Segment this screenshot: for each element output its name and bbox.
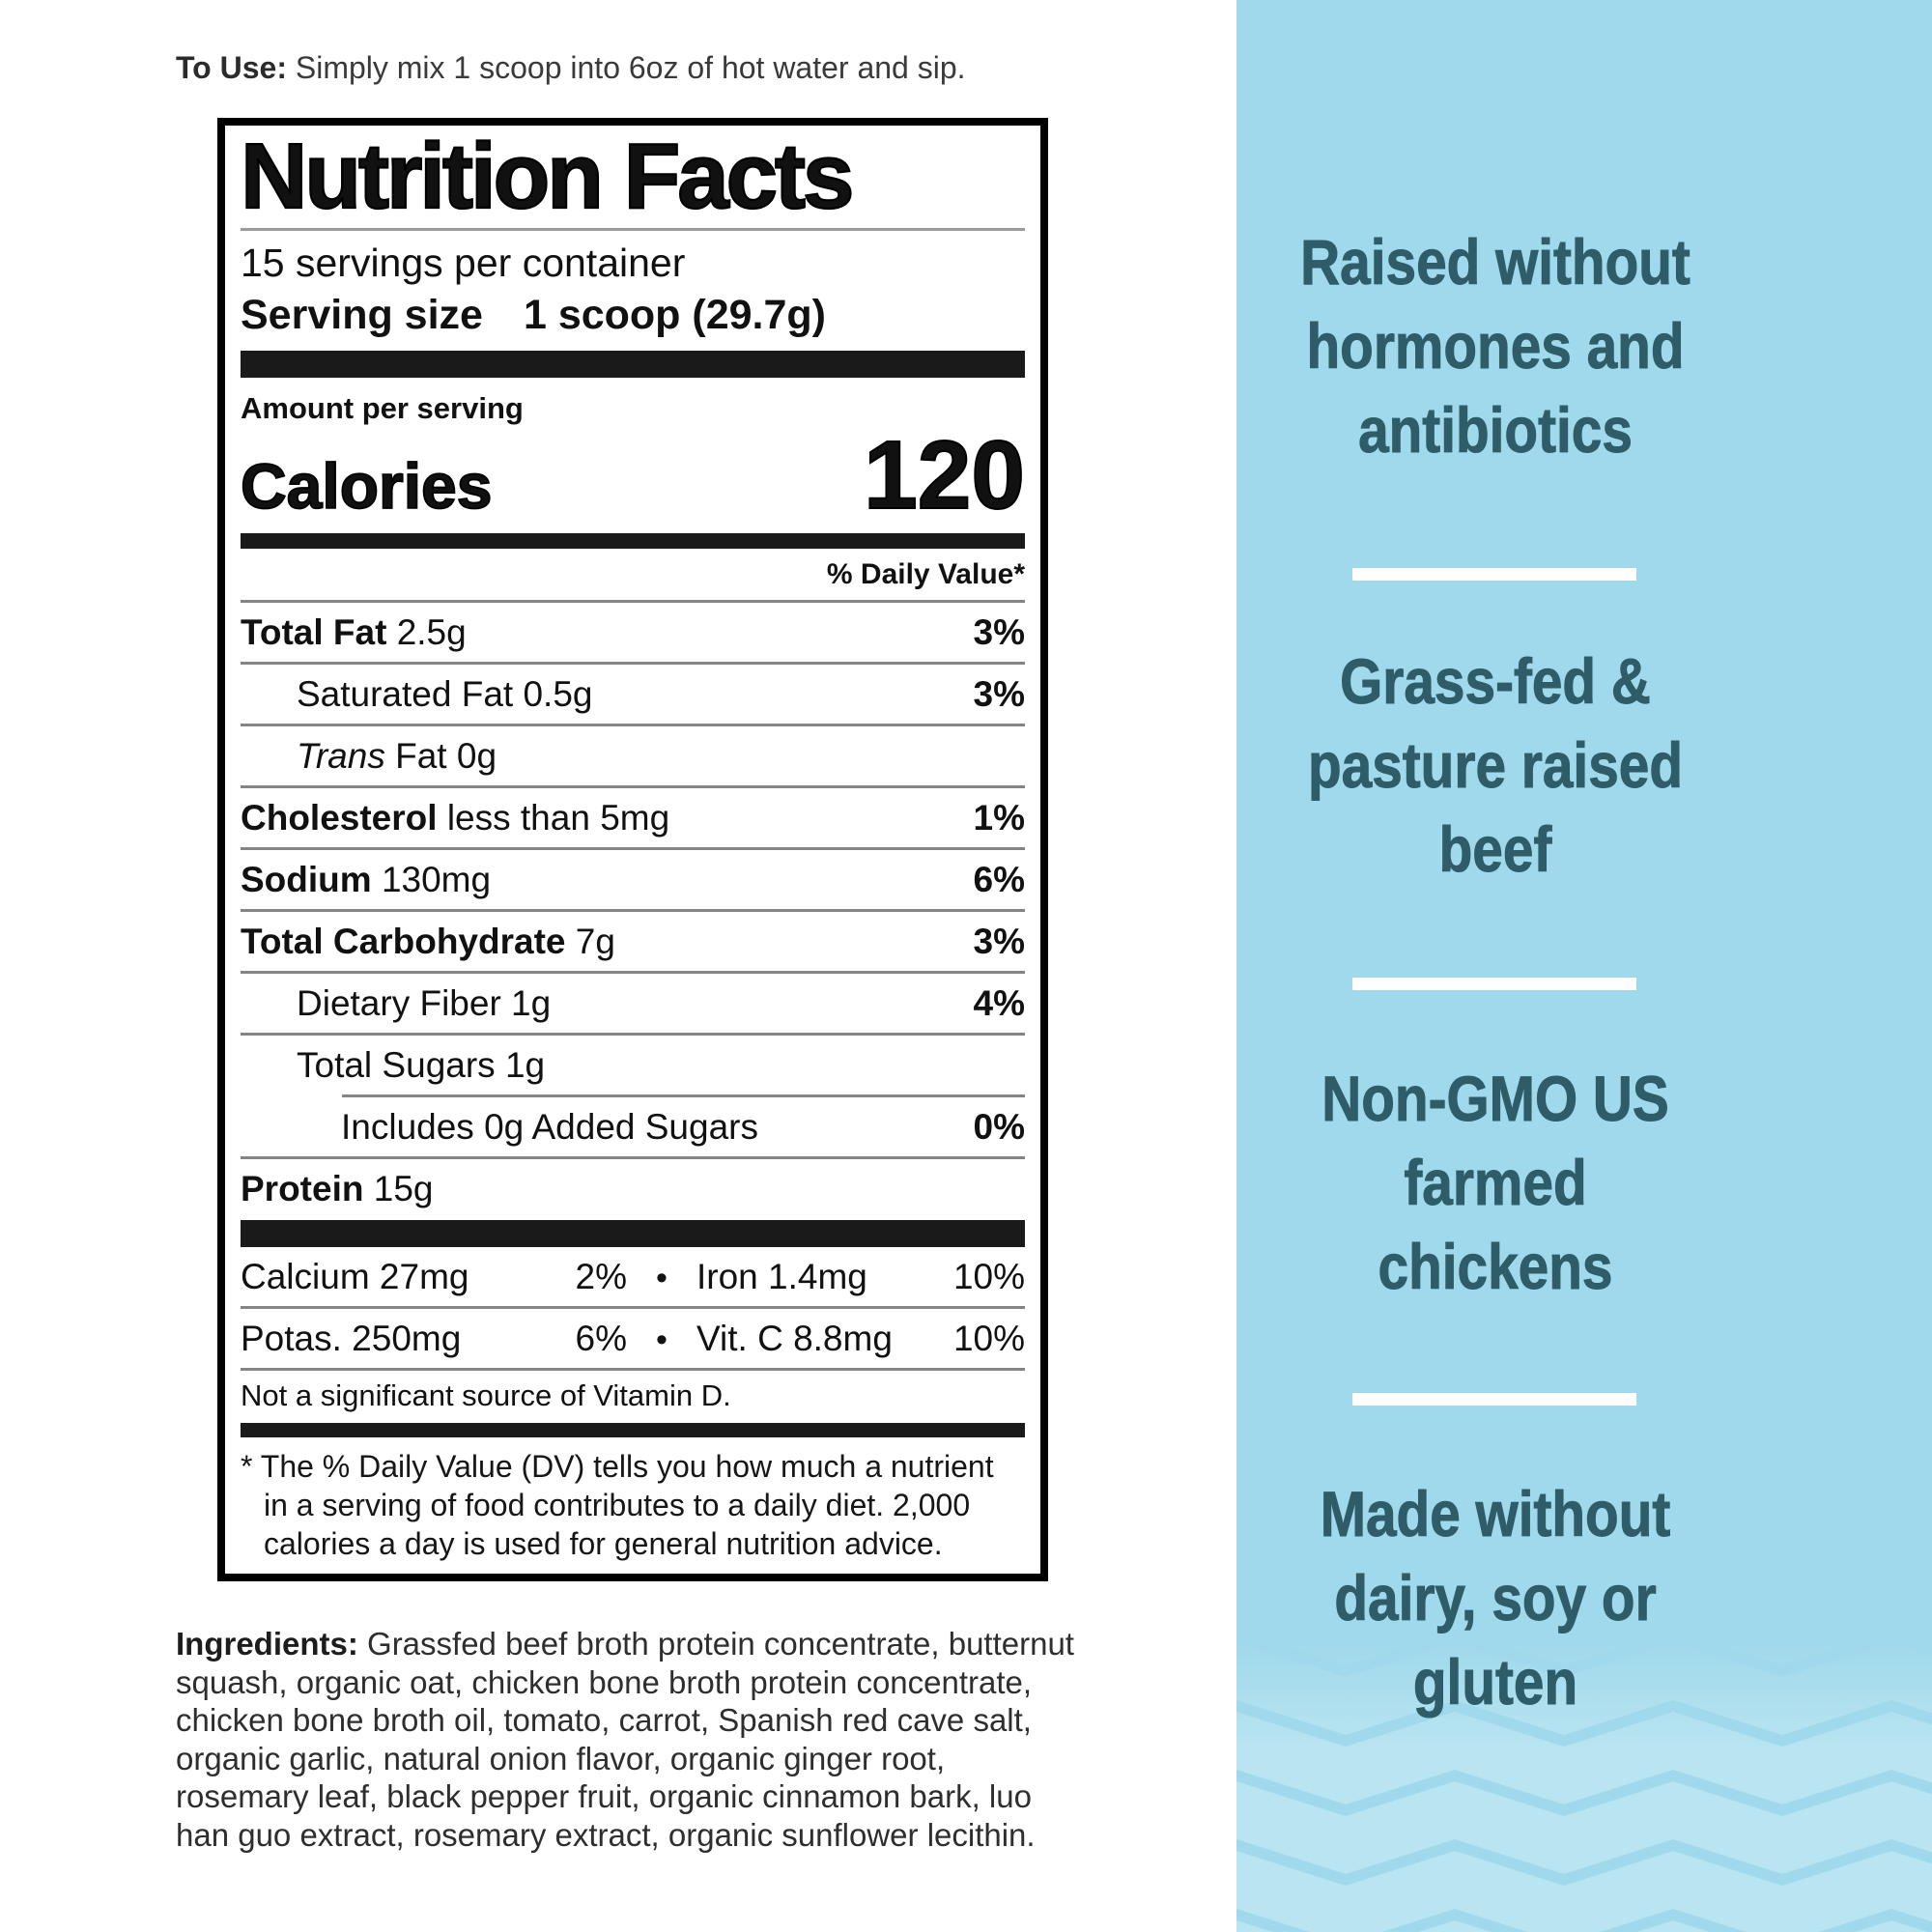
nutrient-row-added-sugars: Includes 0g Added Sugars 0%: [241, 1097, 1025, 1156]
white-divider: [1352, 978, 1636, 990]
nutrient-row-cholesterol: Cholesterol less than 5mg 1%: [241, 788, 1025, 847]
daily-value-footnote: * The % Daily Value (DV) tells you how m…: [241, 1448, 994, 1561]
nutrient-name: Sodium: [241, 859, 382, 899]
rule-line: [241, 723, 1025, 726]
usage-instruction-text: Simply mix 1 scoop into 6oz of hot water…: [286, 50, 966, 85]
nutrient-amount: 130mg: [381, 859, 492, 899]
mineral-dv: 10%: [952, 1318, 1025, 1358]
daily-value-header: % Daily Value*: [826, 557, 1025, 590]
nutrient-amount: Total Sugars 1g: [297, 1044, 546, 1085]
nutrient-amount: Fat 0g: [395, 735, 497, 776]
nutrient-dv: 0%: [973, 1106, 1025, 1147]
nutrient-name: Total Carbohydrate: [241, 921, 576, 961]
mineral-row-calcium-iron: Calcium 27mg 2% • Iron 1.4mg 10%: [241, 1247, 1025, 1306]
mineral-name: Calcium 27mg: [241, 1256, 469, 1296]
mineral-name: Potas. 250mg: [241, 1318, 462, 1358]
amount-per-serving-label: Amount per serving: [241, 390, 524, 425]
mineral-row-potassium-vitc: Potas. 250mg 6% • Vit. C 8.8mg 10%: [241, 1309, 1025, 1368]
nutrient-amount: Includes 0g Added Sugars: [341, 1106, 758, 1147]
nutrient-amount: Dietary Fiber 1g: [297, 982, 552, 1023]
white-divider: [1352, 568, 1636, 581]
benefit-text-nongmo: Non-GMO US farmed chickens: [1321, 1063, 1669, 1303]
nutrient-dv: 3%: [973, 921, 1025, 961]
nutrient-amount: 2.5g: [396, 611, 467, 652]
usage-instruction-label: To Use:: [176, 50, 287, 85]
rule-line: [241, 1305, 1025, 1309]
serving-size-value: 1 scoop (29.7g): [523, 291, 826, 338]
rule-line: [241, 970, 1025, 974]
benefit-text-grassfed: Grass-fed & pasture raised beef: [1307, 645, 1684, 886]
title-rule: [241, 227, 1025, 231]
thick-separator-bar: [241, 350, 1025, 378]
ingredients-text: Grassfed beef broth protein concentrate,…: [176, 1626, 1074, 1853]
usage-instruction: To Use: Simply mix 1 scoop into 6oz of h…: [176, 50, 1122, 86]
mineral-name: Vit. C 8.8mg: [696, 1318, 893, 1358]
nutrient-row-total-sugars: Total Sugars 1g: [241, 1036, 1025, 1094]
rule-line-indented: [342, 1094, 1025, 1097]
nutrition-facts-title: Nutrition Facts: [240, 125, 856, 228]
calories-label: Calories: [240, 449, 493, 523]
nutrient-dv: 4%: [973, 982, 1025, 1023]
ingredients-paragraph: Ingredients: Grassfed beef broth protein…: [176, 1625, 1074, 1854]
rule-line: [241, 1367, 1025, 1371]
nutrient-amount: Saturated Fat 0.5g: [297, 673, 593, 714]
nutrient-row-total-fat: Total Fat 2.5g 3%: [241, 603, 1025, 662]
benefits-panel: Raised without hormones and antibiotics …: [1236, 0, 1932, 1932]
nutrient-dv: 3%: [973, 673, 1025, 714]
mineral-name: Iron 1.4mg: [696, 1256, 867, 1296]
mineral-dv: 6%: [575, 1318, 627, 1358]
mineral-dv: 2%: [575, 1256, 627, 1296]
nutrient-row-total-carbohydrate: Total Carbohydrate 7g 3%: [241, 912, 1025, 971]
nutrient-row-saturated-fat: Saturated Fat 0.5g 3%: [241, 665, 1025, 724]
nutrient-row-protein: Protein 15g: [241, 1159, 1025, 1218]
nutrient-row-dietary-fiber: Dietary Fiber 1g 4%: [241, 974, 1025, 1033]
servings-per-container: 15 servings per container: [241, 240, 686, 285]
chevron-fade: [1236, 1642, 1932, 1748]
nutrient-row-trans-fat: Trans Fat 0g: [241, 726, 1025, 785]
not-significant-note: Not a significant source of Vitamin D.: [241, 1378, 731, 1412]
nutrient-row-sodium: Sodium 130mg 6%: [241, 850, 1025, 909]
chevron-pattern: [1236, 1642, 1932, 1932]
nutrient-amount: less than 5mg: [446, 797, 670, 838]
bullet-separator: •: [656, 1259, 668, 1296]
rule-line: [241, 1032, 1025, 1036]
ingredients-label: Ingredients:: [176, 1626, 358, 1662]
nutrient-dv: 1%: [973, 797, 1025, 838]
calories-value: 120: [863, 420, 1026, 530]
serving-size-label: Serving size: [241, 291, 483, 338]
rule-line: [241, 1155, 1025, 1159]
thick-separator-bar: [241, 1219, 1025, 1247]
rule-line: [241, 661, 1025, 665]
mineral-dv: 10%: [952, 1256, 1025, 1296]
nutrient-name: Total Fat: [241, 611, 397, 652]
nutrient-name: Protein: [241, 1168, 374, 1208]
nutrient-dv: 6%: [973, 859, 1025, 899]
serving-size-row: Serving size 1 scoop (29.7g): [241, 292, 1025, 339]
benefit-text-madewithout: Made without dairy, soy or gluten: [1320, 1478, 1671, 1719]
medium-separator-bar: [241, 532, 1025, 549]
white-divider: [1352, 1393, 1636, 1406]
rule-line: [241, 599, 1025, 603]
benefit-text-hormones: Raised without hormones and antibiotics: [1300, 226, 1691, 467]
calories-row: Calories 120: [240, 420, 1026, 531]
thin-separator-bar: [241, 1422, 1025, 1437]
rule-line: [241, 846, 1025, 850]
bullet-separator: •: [656, 1321, 668, 1358]
rule-line: [241, 784, 1025, 788]
nutrient-name: Cholesterol: [241, 797, 447, 838]
nutrient-name-italic: Trans: [297, 735, 396, 776]
nutrient-amount: 15g: [373, 1168, 434, 1208]
nutrition-facts-label: Nutrition Facts 15 servings per containe…: [217, 118, 1048, 1581]
nutrient-amount: 7g: [575, 921, 615, 961]
rule-line: [241, 908, 1025, 912]
nutrient-dv: 3%: [973, 611, 1025, 652]
